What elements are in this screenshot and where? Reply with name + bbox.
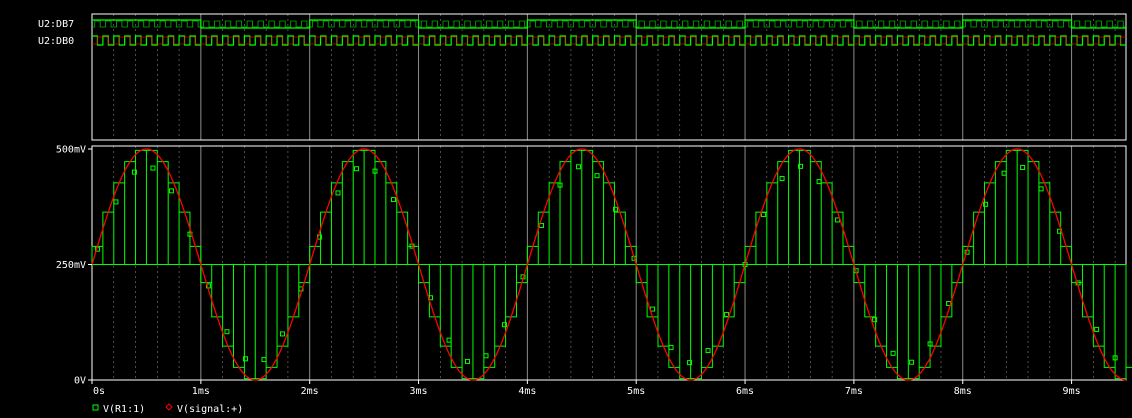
trace-v-r1-marker (1020, 165, 1026, 171)
x-tick-label: 0s (93, 386, 105, 397)
legend-label-signal: V(signal:+) (177, 404, 243, 415)
x-tick-label: 4ms (518, 386, 536, 397)
x-tick-label: 1ms (192, 386, 210, 397)
trace-v-r1-marker (335, 190, 341, 196)
y-tick-label: 250mV (56, 260, 86, 271)
legend-marker-signal (165, 403, 173, 411)
legend-marker-r1 (92, 404, 99, 411)
x-axis-tick-labels: 0s 1ms 2ms 3ms 4ms 5ms 6ms 7ms 8ms 9ms (91, 380, 1081, 397)
legend: V(R1:1) V(signal:+) (92, 403, 243, 415)
trace-v-r1-marker (261, 357, 267, 363)
digital-signal-label: U2:DB0 (38, 36, 74, 47)
trace-v-r1-marker (761, 212, 767, 218)
trace-v-r1-marker (446, 337, 452, 343)
x-tick-label: 7ms (845, 386, 863, 397)
y-axis-tick-labels: 500mV 250mV 0V (56, 145, 92, 387)
trace-v-r1-marker (224, 329, 230, 335)
trace-v-signal (91, 148, 1127, 381)
analog-panel-border (91, 145, 1127, 381)
trace-v-r1-marker (798, 163, 804, 169)
x-tick-label: 5ms (627, 386, 645, 397)
legend-label-r1: V(R1:1) (103, 404, 145, 415)
trace-v-r1-marker (168, 188, 174, 194)
trace-v-r1-marker (909, 359, 915, 365)
trace-v-r1-marker (872, 317, 878, 323)
trace-v-r1-marker (242, 356, 248, 362)
trace-v-r1-marker (613, 206, 619, 212)
x-tick-label: 6ms (736, 386, 754, 397)
trace-db0-overlay (92, 36, 1126, 45)
trace-v-r1-marker (668, 344, 674, 350)
x-tick-label: 9ms (1063, 386, 1081, 397)
x-tick-label: 2ms (301, 386, 319, 397)
x-tick-label: 8ms (954, 386, 972, 397)
analog-grid (92, 146, 1126, 380)
digital-signal-labels: U2:DB7 U2:DB0 (38, 19, 74, 47)
trace-db7-bits (92, 20, 1126, 28)
trace-v-r1-marker (890, 350, 896, 356)
trace-v-r1-marker (576, 164, 582, 170)
trace-v-r1-marker (927, 341, 933, 347)
digital-signal-label: U2:DB7 (38, 19, 74, 30)
trace-v-r1-marker (150, 165, 156, 171)
digital-traces (92, 19, 1126, 46)
trace-v-r1-marker (594, 173, 600, 179)
trace-v-r1-marker (705, 348, 711, 354)
trace-v-r1-marker (724, 311, 730, 317)
trace-v-r1-marker (779, 175, 785, 181)
trace-v-r1-marker (502, 322, 508, 328)
trace-v-r1-marker (816, 179, 822, 185)
trace-v-r1-marker (835, 217, 841, 223)
trace-v-r1-marker (372, 168, 378, 174)
trace-v-r1-marker (1001, 170, 1007, 176)
trace-v-r1-marker (465, 358, 471, 364)
trace-v-r1-marker (1094, 326, 1100, 332)
trace-v-r1-marker (131, 169, 137, 175)
trace-v-r1-marker (483, 353, 489, 359)
trace-v-r1-marker (279, 331, 285, 337)
trace-v-r1-marker (353, 166, 359, 172)
digital-grid (113, 14, 1116, 140)
trace-v-r1-marker (1038, 186, 1044, 192)
x-tick-label: 3ms (409, 386, 427, 397)
y-tick-label: 500mV (56, 145, 86, 156)
analog-traces (91, 148, 1132, 381)
trace-v-r1-marker (650, 306, 656, 312)
trace-v-r1-marker (113, 199, 119, 205)
trace-v-r1-marker (1112, 355, 1118, 361)
trace-v-r1-marker (557, 182, 563, 188)
trace-v-r1-marker (687, 360, 693, 366)
trace-v-r1-marker (390, 197, 396, 203)
digital-panel-border (91, 13, 1127, 141)
trace-v-r1-marker (983, 201, 989, 207)
y-tick-label: 0V (74, 376, 86, 387)
